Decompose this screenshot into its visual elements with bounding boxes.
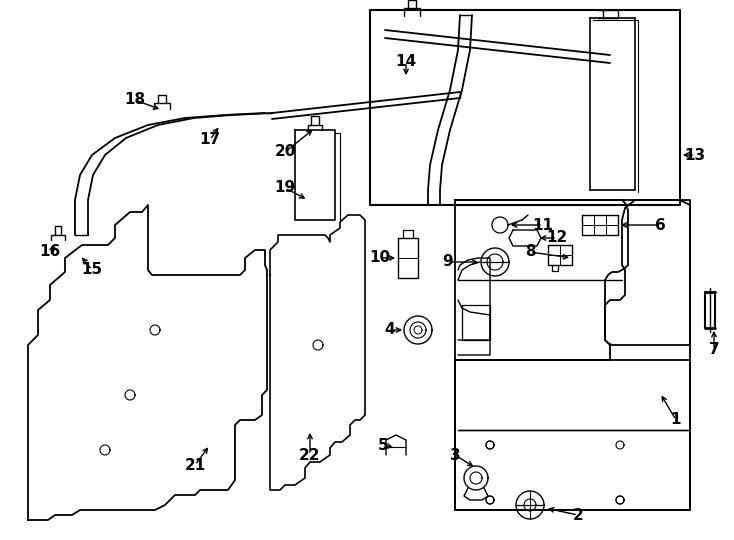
Text: 8: 8 bbox=[525, 245, 535, 260]
Text: 18: 18 bbox=[125, 92, 145, 107]
Text: 1: 1 bbox=[671, 413, 681, 428]
Text: 16: 16 bbox=[40, 245, 61, 260]
Text: 14: 14 bbox=[396, 55, 417, 70]
Text: 19: 19 bbox=[275, 180, 296, 195]
Text: 2: 2 bbox=[573, 508, 584, 523]
Text: 21: 21 bbox=[184, 457, 206, 472]
Text: 13: 13 bbox=[684, 147, 705, 163]
Text: 17: 17 bbox=[200, 132, 220, 147]
Text: 10: 10 bbox=[369, 251, 390, 266]
Text: 20: 20 bbox=[275, 145, 296, 159]
Text: 6: 6 bbox=[655, 218, 666, 233]
Text: 7: 7 bbox=[709, 342, 719, 357]
Text: 5: 5 bbox=[378, 437, 388, 453]
Text: 3: 3 bbox=[450, 448, 460, 462]
Text: 4: 4 bbox=[385, 322, 396, 338]
Text: 12: 12 bbox=[546, 231, 567, 246]
Text: 15: 15 bbox=[81, 262, 103, 278]
Text: 11: 11 bbox=[532, 218, 553, 233]
Text: 9: 9 bbox=[443, 254, 454, 269]
Text: 22: 22 bbox=[299, 448, 321, 462]
